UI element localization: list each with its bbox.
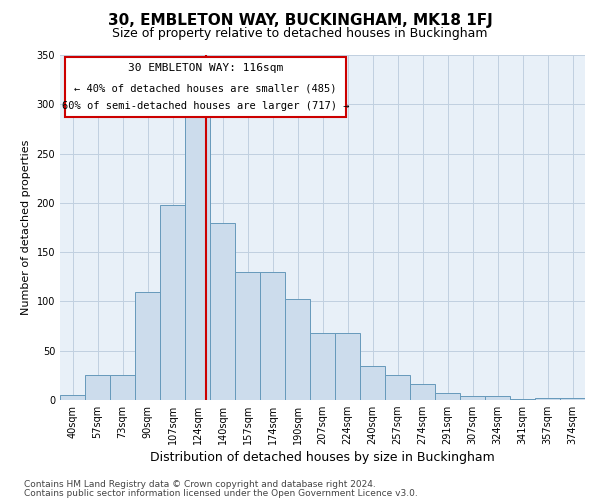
Bar xyxy=(135,292,160,400)
X-axis label: Distribution of detached houses by size in Buckingham: Distribution of detached houses by size … xyxy=(150,452,495,464)
Text: ← 40% of detached houses are smaller (485): ← 40% of detached houses are smaller (48… xyxy=(74,83,337,93)
Bar xyxy=(560,398,585,400)
Text: Size of property relative to detached houses in Buckingham: Size of property relative to detached ho… xyxy=(112,28,488,40)
Bar xyxy=(110,376,135,400)
Bar xyxy=(510,399,535,400)
Bar xyxy=(460,396,485,400)
Text: 30, EMBLETON WAY, BUCKINGHAM, MK18 1FJ: 30, EMBLETON WAY, BUCKINGHAM, MK18 1FJ xyxy=(107,12,493,28)
Bar xyxy=(235,272,260,400)
Bar xyxy=(185,114,210,400)
Bar xyxy=(285,300,310,400)
Bar xyxy=(85,376,110,400)
Bar xyxy=(310,333,335,400)
Text: Contains HM Land Registry data © Crown copyright and database right 2024.: Contains HM Land Registry data © Crown c… xyxy=(24,480,376,489)
Bar xyxy=(210,222,235,400)
Bar xyxy=(435,393,460,400)
Bar xyxy=(160,205,185,400)
Bar xyxy=(385,376,410,400)
FancyBboxPatch shape xyxy=(65,56,346,117)
Bar xyxy=(335,333,360,400)
Bar xyxy=(535,398,560,400)
Bar xyxy=(485,396,510,400)
Bar xyxy=(410,384,435,400)
Text: Contains public sector information licensed under the Open Government Licence v3: Contains public sector information licen… xyxy=(24,489,418,498)
Y-axis label: Number of detached properties: Number of detached properties xyxy=(21,140,31,315)
Bar xyxy=(60,395,85,400)
Bar xyxy=(360,366,385,400)
Bar xyxy=(260,272,285,400)
Text: 60% of semi-detached houses are larger (717) →: 60% of semi-detached houses are larger (… xyxy=(62,101,349,111)
Text: 30 EMBLETON WAY: 116sqm: 30 EMBLETON WAY: 116sqm xyxy=(128,62,283,72)
